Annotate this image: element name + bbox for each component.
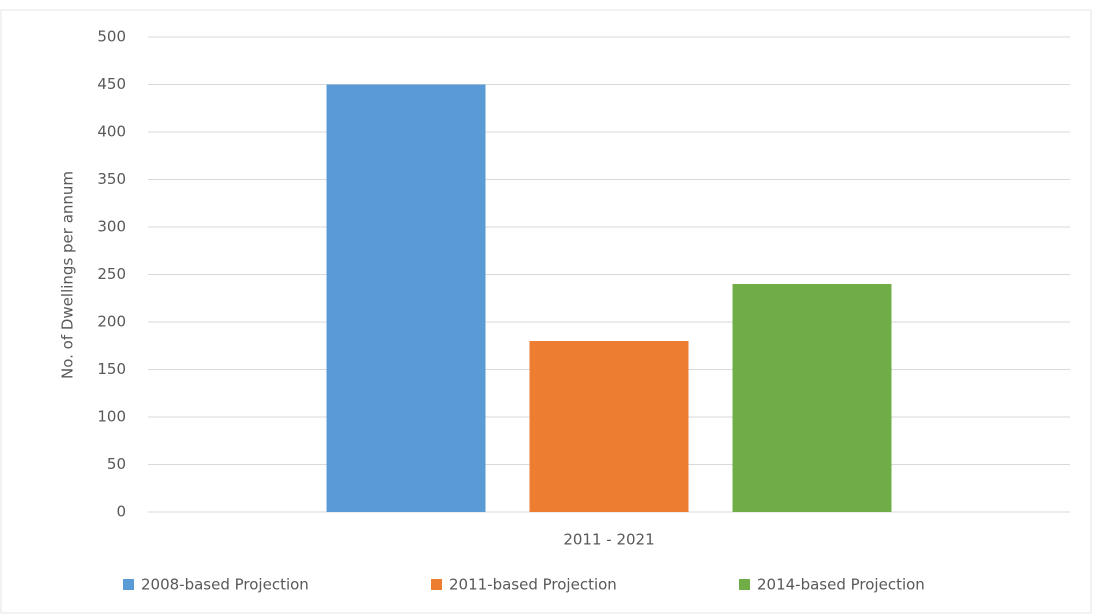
legend-label: 2008-based Projection (141, 576, 309, 594)
y-tick-label: 50 (107, 455, 126, 473)
legend-swatch (431, 579, 442, 590)
legend-swatch (123, 579, 134, 590)
legend-swatch (739, 579, 750, 590)
legend-label: 2014-based Projection (757, 576, 925, 594)
y-tick-label: 0 (116, 503, 126, 521)
y-tick-label: 200 (97, 313, 126, 331)
y-tick-label: 250 (97, 265, 126, 283)
chart-frame (0, 9, 1092, 614)
y-tick-label: 450 (97, 75, 126, 93)
y-tick-label: 300 (97, 218, 126, 236)
bar (732, 284, 892, 512)
bar (529, 341, 689, 512)
y-tick-label: 150 (97, 360, 126, 378)
y-tick-label: 400 (97, 123, 126, 141)
bar (326, 84, 486, 512)
y-tick-label: 350 (97, 170, 126, 188)
y-axis-label: No. of Dwellings per annum (59, 171, 77, 379)
legend-label: 2011-based Projection (449, 576, 617, 594)
x-tick-label: 2011 - 2021 (563, 531, 654, 549)
y-tick-label: 100 (97, 408, 126, 426)
y-tick-label: 500 (97, 28, 126, 46)
